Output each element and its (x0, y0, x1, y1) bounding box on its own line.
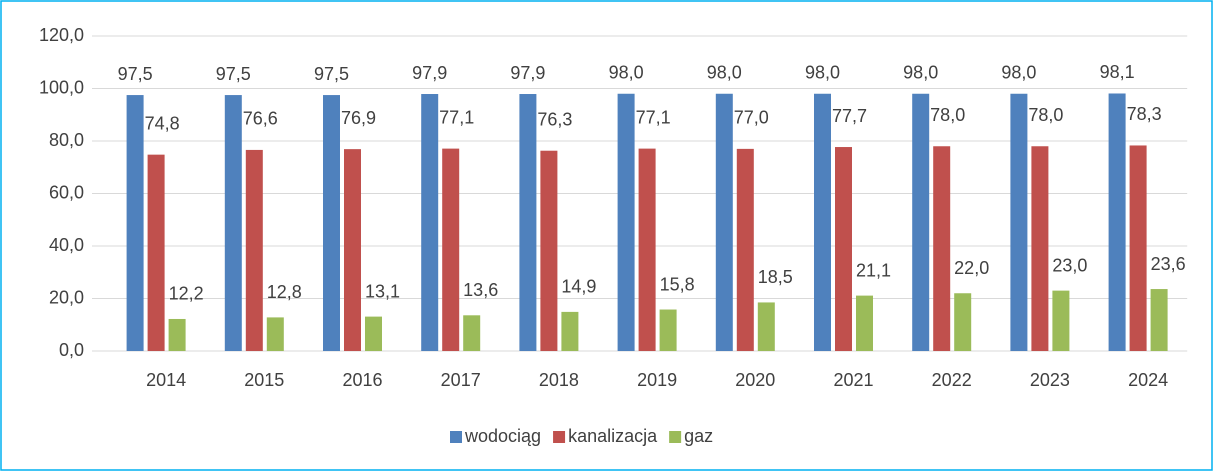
bar (519, 94, 537, 351)
bar (617, 93, 635, 351)
data-label: 98,0 (609, 63, 644, 83)
bar (757, 302, 775, 351)
data-label: 22,0 (954, 258, 989, 278)
data-label: 98,0 (707, 63, 742, 83)
bar (323, 95, 340, 351)
y-tick-label: 20,0 (49, 287, 84, 307)
x-tick-label: 2015 (244, 370, 284, 390)
bar (835, 147, 852, 351)
data-label: 13,1 (365, 281, 400, 301)
data-label: 76,6 (243, 109, 278, 129)
x-tick-label: 2021 (833, 370, 873, 390)
bar (912, 93, 930, 351)
data-label: 97,5 (216, 64, 251, 84)
bar (1031, 146, 1049, 351)
bar (245, 149, 263, 351)
data-label: 23,6 (1151, 254, 1186, 274)
bar (856, 295, 873, 351)
bar (814, 93, 831, 351)
x-tick-label: 2016 (342, 370, 382, 390)
data-label: 76,9 (341, 108, 376, 128)
bar (224, 95, 242, 351)
x-tick-label: 2020 (735, 370, 775, 390)
y-tick-label: 60,0 (49, 182, 84, 202)
x-tick-label: 2023 (1030, 370, 1070, 390)
data-label: 97,9 (510, 63, 545, 83)
data-label: 98,0 (903, 63, 938, 83)
bar (736, 148, 754, 351)
data-label: 98,0 (1001, 63, 1036, 83)
data-label: 14,9 (561, 277, 596, 297)
bar (540, 150, 558, 351)
bar (1052, 290, 1070, 351)
y-tick-label: 80,0 (49, 130, 84, 150)
legend-swatch (450, 431, 462, 443)
bar (715, 93, 733, 351)
x-tick-label: 2014 (146, 370, 186, 390)
data-label: 98,1 (1100, 62, 1135, 82)
data-label: 77,1 (439, 107, 474, 127)
bar (442, 148, 460, 351)
data-label: 21,1 (856, 260, 891, 280)
data-label: 76,3 (537, 109, 572, 129)
bar (1129, 145, 1147, 351)
data-label: 77,0 (734, 108, 769, 128)
data-label: 12,2 (169, 284, 204, 304)
y-tick-label: 120,0 (39, 25, 84, 45)
y-tick-label: 0,0 (59, 340, 84, 360)
bar (168, 318, 186, 351)
bar (463, 315, 481, 351)
data-label: 77,7 (832, 106, 867, 126)
y-tick-label: 40,0 (49, 235, 84, 255)
legend-label: wodociąg (464, 426, 541, 446)
bar (147, 154, 165, 351)
legend-label: kanalizacja (568, 426, 658, 446)
x-tick-label: 2022 (932, 370, 972, 390)
bar (1010, 93, 1028, 351)
x-tick-label: 2024 (1128, 370, 1168, 390)
x-tick-label: 2017 (441, 370, 481, 390)
bar (126, 95, 144, 351)
data-label: 15,8 (660, 274, 695, 294)
data-label: 23,0 (1052, 255, 1087, 275)
data-label: 98,0 (805, 63, 840, 83)
bar (933, 146, 951, 351)
bar (1108, 93, 1126, 352)
bar (1150, 289, 1168, 351)
bar (954, 293, 972, 351)
data-label: 97,5 (118, 64, 153, 84)
data-label: 77,1 (636, 107, 671, 127)
data-label: 74,8 (145, 113, 180, 133)
data-label: 78,0 (930, 105, 965, 125)
bar (638, 148, 656, 351)
x-tick-label: 2018 (539, 370, 579, 390)
y-tick-label: 100,0 (39, 77, 84, 97)
data-label: 78,3 (1127, 104, 1162, 124)
x-tick-label: 2019 (637, 370, 677, 390)
legend-label: gaz (684, 426, 713, 446)
legend-swatch (669, 431, 682, 443)
data-label: 13,6 (463, 280, 498, 300)
data-label: 12,8 (267, 282, 302, 302)
bar (344, 149, 361, 351)
legend-swatch (553, 431, 566, 443)
data-label: 78,0 (1028, 105, 1063, 125)
bar (266, 317, 284, 351)
bar (659, 309, 677, 351)
bar (365, 316, 382, 351)
data-label: 18,5 (758, 267, 793, 287)
data-label: 97,5 (314, 64, 349, 84)
data-label: 97,9 (412, 63, 447, 83)
bar (561, 311, 579, 351)
bar (421, 94, 439, 351)
